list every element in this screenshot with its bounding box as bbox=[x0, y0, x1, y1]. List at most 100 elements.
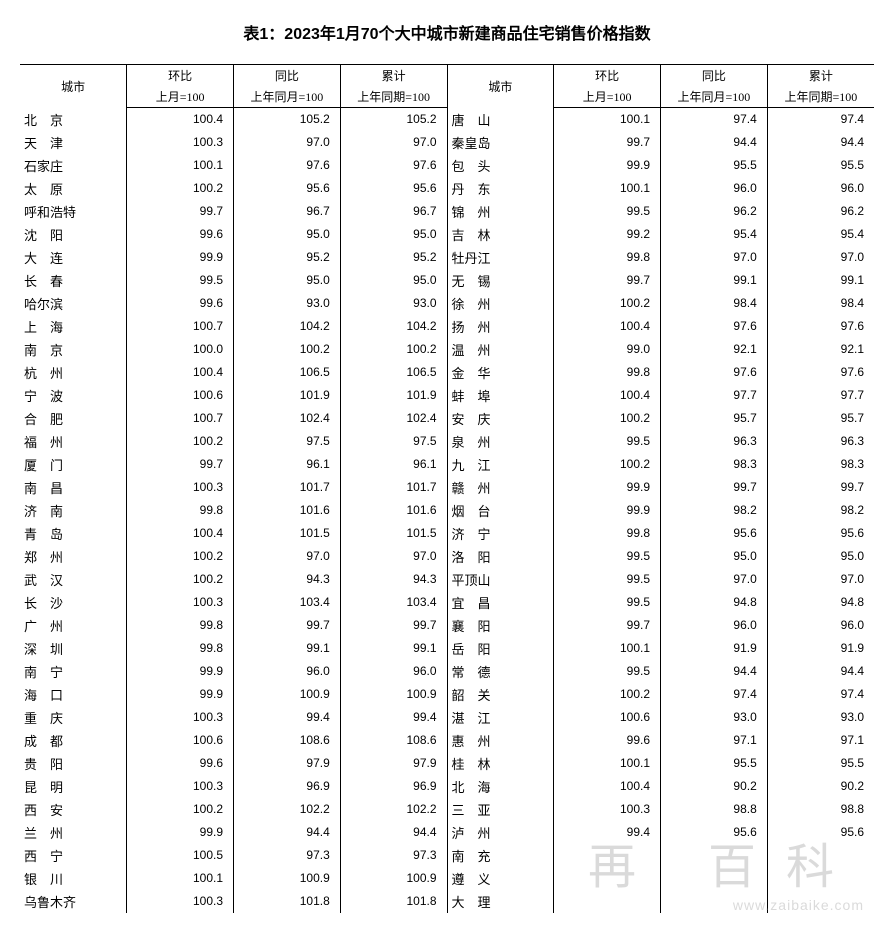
mom-right: 99.9 bbox=[554, 499, 661, 522]
header-cum-left: 累计 bbox=[340, 65, 447, 87]
mom-left: 100.3 bbox=[127, 476, 234, 499]
yoy-right: 96.0 bbox=[661, 177, 768, 200]
mom-left: 100.4 bbox=[127, 361, 234, 384]
cum-left: 96.0 bbox=[340, 660, 447, 683]
city-left: 深 圳 bbox=[20, 637, 127, 660]
city-left: 西 安 bbox=[20, 798, 127, 821]
mom-right: 100.1 bbox=[554, 637, 661, 660]
cum-left: 95.0 bbox=[340, 269, 447, 292]
yoy-right: 96.2 bbox=[661, 200, 768, 223]
table-row: 广 州99.899.799.7襄 阳99.796.096.0 bbox=[20, 614, 874, 637]
mom-left: 99.6 bbox=[127, 223, 234, 246]
table-row: 宁 波100.6101.9101.9蚌 埠100.497.797.7 bbox=[20, 384, 874, 407]
table-row: 重 庆100.399.499.4湛 江100.693.093.0 bbox=[20, 706, 874, 729]
table-row: 长 春99.595.095.0无 锡99.799.199.1 bbox=[20, 269, 874, 292]
yoy-left: 95.6 bbox=[234, 177, 341, 200]
table-row: 福 州100.297.597.5泉 州99.596.396.3 bbox=[20, 430, 874, 453]
mom-right: 100.2 bbox=[554, 453, 661, 476]
mom-right: 100.3 bbox=[554, 798, 661, 821]
yoy-left: 106.5 bbox=[234, 361, 341, 384]
city-left: 成 都 bbox=[20, 729, 127, 752]
mom-left: 100.1 bbox=[127, 154, 234, 177]
cum-left: 95.2 bbox=[340, 246, 447, 269]
mom-left: 100.2 bbox=[127, 545, 234, 568]
city-right: 泉 州 bbox=[447, 430, 554, 453]
yoy-right: 95.4 bbox=[661, 223, 768, 246]
city-right: 遵 义 bbox=[447, 867, 554, 890]
city-right: 牡丹江 bbox=[447, 246, 554, 269]
cum-right: 96.0 bbox=[767, 177, 874, 200]
sub-yoy-right: 上年同月=100 bbox=[661, 86, 768, 108]
city-right: 无 锡 bbox=[447, 269, 554, 292]
cum-right: 98.4 bbox=[767, 292, 874, 315]
city-left: 合 肥 bbox=[20, 407, 127, 430]
cum-right: 97.1 bbox=[767, 729, 874, 752]
city-left: 长 沙 bbox=[20, 591, 127, 614]
city-left: 长 春 bbox=[20, 269, 127, 292]
yoy-right: 92.1 bbox=[661, 338, 768, 361]
yoy-right: 95.5 bbox=[661, 154, 768, 177]
cum-right: 95.6 bbox=[767, 522, 874, 545]
cum-right: 91.9 bbox=[767, 637, 874, 660]
table-row: 呼和浩特99.796.796.7锦 州99.596.296.2 bbox=[20, 200, 874, 223]
cum-left: 95.6 bbox=[340, 177, 447, 200]
cum-right: 98.2 bbox=[767, 499, 874, 522]
yoy-left: 96.0 bbox=[234, 660, 341, 683]
cum-left: 102.4 bbox=[340, 407, 447, 430]
yoy-left: 95.0 bbox=[234, 223, 341, 246]
cum-right: 93.0 bbox=[767, 706, 874, 729]
sub-cum-right: 上年同期=100 bbox=[767, 86, 874, 108]
city-left: 西 宁 bbox=[20, 844, 127, 867]
cum-left: 97.9 bbox=[340, 752, 447, 775]
city-right: 温 州 bbox=[447, 338, 554, 361]
city-right: 包 头 bbox=[447, 154, 554, 177]
mom-left: 99.7 bbox=[127, 453, 234, 476]
mom-left: 99.9 bbox=[127, 821, 234, 844]
city-right: 金 华 bbox=[447, 361, 554, 384]
mom-left: 99.5 bbox=[127, 269, 234, 292]
cum-right: 99.1 bbox=[767, 269, 874, 292]
yoy-right: 94.4 bbox=[661, 660, 768, 683]
city-right: 蚌 埠 bbox=[447, 384, 554, 407]
cum-left: 99.4 bbox=[340, 706, 447, 729]
mom-right: 99.5 bbox=[554, 568, 661, 591]
cum-left: 97.6 bbox=[340, 154, 447, 177]
watermark-url: www.zaibaike.com bbox=[588, 897, 864, 913]
table-row: 南 昌100.3101.7101.7赣 州99.999.799.7 bbox=[20, 476, 874, 499]
cum-left: 106.5 bbox=[340, 361, 447, 384]
yoy-right: 94.4 bbox=[661, 131, 768, 154]
city-right: 泸 州 bbox=[447, 821, 554, 844]
table-row: 昆 明100.396.996.9北 海100.490.290.2 bbox=[20, 775, 874, 798]
mom-left: 100.7 bbox=[127, 407, 234, 430]
mom-right: 99.8 bbox=[554, 246, 661, 269]
city-left: 呼和浩特 bbox=[20, 200, 127, 223]
cum-right: 97.7 bbox=[767, 384, 874, 407]
cum-left: 97.3 bbox=[340, 844, 447, 867]
mom-left: 100.5 bbox=[127, 844, 234, 867]
mom-right: 99.8 bbox=[554, 522, 661, 545]
city-right: 秦皇岛 bbox=[447, 131, 554, 154]
cum-left: 93.0 bbox=[340, 292, 447, 315]
header-mom-left: 环比 bbox=[127, 65, 234, 87]
table-row: 太 原100.295.695.6丹 东100.196.096.0 bbox=[20, 177, 874, 200]
price-index-table: 城市 环比 同比 累计 城市 环比 同比 累计 上月=100 上年同月=100 … bbox=[20, 64, 874, 913]
mom-left: 100.2 bbox=[127, 177, 234, 200]
mom-right: 99.9 bbox=[554, 154, 661, 177]
mom-left: 99.9 bbox=[127, 660, 234, 683]
cum-left: 94.4 bbox=[340, 821, 447, 844]
cum-right: 96.2 bbox=[767, 200, 874, 223]
city-left: 郑 州 bbox=[20, 545, 127, 568]
yoy-right: 90.2 bbox=[661, 775, 768, 798]
header-yoy-right: 同比 bbox=[661, 65, 768, 87]
city-left: 武 汉 bbox=[20, 568, 127, 591]
cum-right: 97.6 bbox=[767, 315, 874, 338]
mom-left: 99.8 bbox=[127, 637, 234, 660]
mom-left: 100.2 bbox=[127, 568, 234, 591]
mom-left: 100.3 bbox=[127, 890, 234, 913]
cum-left: 101.6 bbox=[340, 499, 447, 522]
yoy-left: 96.7 bbox=[234, 200, 341, 223]
mom-right: 100.2 bbox=[554, 407, 661, 430]
yoy-left: 93.0 bbox=[234, 292, 341, 315]
cum-right: 97.6 bbox=[767, 361, 874, 384]
cum-left: 100.9 bbox=[340, 683, 447, 706]
